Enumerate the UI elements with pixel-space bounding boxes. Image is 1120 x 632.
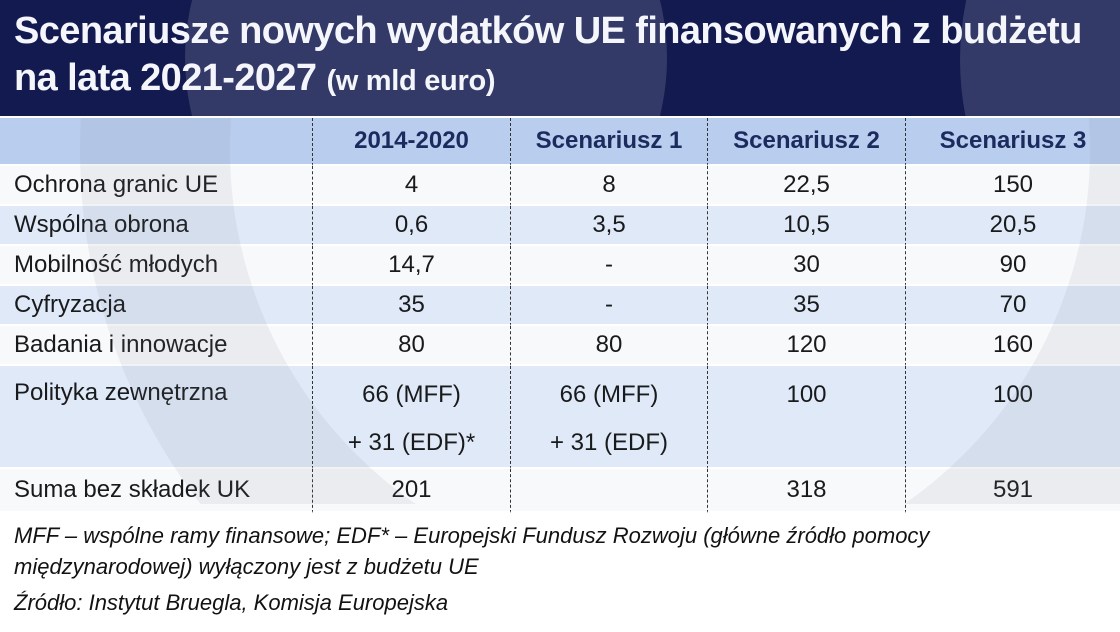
- table-cell: 8: [510, 166, 707, 206]
- table-header-row: 2014-2020 Scenariusz 1 Scenariusz 2 Scenari…: [0, 118, 1120, 166]
- table-row: Polityka zewnętrzna 66 (MFF) + 31 (EDF)* 6…: [0, 366, 1120, 469]
- row-label: Ochrona granic UE: [0, 166, 312, 206]
- page-title: Scenariusze nowych wydatków UE finansowa…: [0, 0, 1120, 105]
- column-header: Scenariusz 3: [905, 118, 1120, 166]
- table-cell: 80: [312, 326, 510, 366]
- row-label: Polityka zewnętrzna: [0, 366, 312, 469]
- table-cell: 66 (MFF) + 31 (EDF)*: [312, 366, 510, 469]
- table-row: Ochrona granic UE 4 8 22,5 150: [0, 166, 1120, 206]
- page-title-unit: (w mld euro): [326, 65, 496, 97]
- footnote-line1: MFF – wspólne ramy finansowe; EDF* – Eur…: [14, 523, 930, 548]
- table-cell: 66 (MFF) + 31 (EDF): [510, 366, 707, 469]
- column-header: 2014-2020: [312, 118, 510, 166]
- table-cell: -: [510, 286, 707, 326]
- column-header: Scenariusz 2: [707, 118, 905, 166]
- table-cell: 22,5: [707, 166, 905, 206]
- table-cell: 10,5: [707, 206, 905, 246]
- table-cell: 30: [707, 246, 905, 286]
- table-cell: 70: [905, 286, 1120, 326]
- table-cell: 90: [905, 246, 1120, 286]
- table-cell: 4: [312, 166, 510, 206]
- table-cell: 35: [312, 286, 510, 326]
- source-line: Źródło: Instytut Bruegla, Komisja Europe…: [14, 590, 449, 615]
- table-cell: 35: [707, 286, 905, 326]
- footnote-block: MFF – wspólne ramy finansowe; EDF* – Eur…: [14, 520, 1074, 618]
- footnote-line2: międzynarodowej) wyłączony jest z budżet…: [14, 554, 479, 579]
- table-cell: 318: [707, 469, 905, 513]
- table-cell: 120: [707, 326, 905, 366]
- page-title-line1: Scenariusze nowych wydatków UE finansowa…: [14, 10, 1082, 52]
- banner-watermark-circle-right: [960, 0, 1120, 116]
- table-cell: [510, 469, 707, 513]
- banner-watermark-circle-left: [185, 0, 667, 116]
- row-label: Cyfryzacja: [0, 286, 312, 326]
- column-header: Scenariusz 1: [510, 118, 707, 166]
- table-body: Ochrona granic UE 4 8 22,5 150 Wspólna obrona…: [0, 166, 1120, 513]
- table-cell: 100: [707, 366, 905, 469]
- table-cell: 591: [905, 469, 1120, 513]
- table-cell: 160: [905, 326, 1120, 366]
- table-row: Suma bez składek UK 201 318 591: [0, 469, 1120, 513]
- row-label: Wspólna obrona: [0, 206, 312, 246]
- table-cell: 20,5: [905, 206, 1120, 246]
- column-header-empty: [0, 118, 312, 166]
- table-cell: 150: [905, 166, 1120, 206]
- table-row: Cyfryzacja 35-35 70: [0, 286, 1120, 326]
- table-cell: 0,6: [312, 206, 510, 246]
- title-banner: Scenariusze nowych wydatków UE finansowa…: [0, 0, 1120, 116]
- table-row: Mobilność młodych 14,7-30 90: [0, 246, 1120, 286]
- row-label: Suma bez składek UK: [0, 469, 312, 513]
- table-cell: -: [510, 246, 707, 286]
- table-cell: 14,7: [312, 246, 510, 286]
- table-cell: 80: [510, 326, 707, 366]
- table-cell: 201: [312, 469, 510, 513]
- page-title-line2: na lata 2021-2027: [14, 57, 317, 99]
- row-label: Mobilność młodych: [0, 246, 312, 286]
- budget-scenarios-table: 2014-2020 Scenariusz 1 Scenariusz 2 Scenari…: [0, 118, 1120, 513]
- table-row: Wspólna obrona 0,6 3,5 10,5 20,5: [0, 206, 1120, 246]
- row-label: Badania i innowacje: [0, 326, 312, 366]
- table-row: Badania i innowacje 80 80 120 160: [0, 326, 1120, 366]
- table-cell: 3,5: [510, 206, 707, 246]
- table-cell: 100: [905, 366, 1120, 469]
